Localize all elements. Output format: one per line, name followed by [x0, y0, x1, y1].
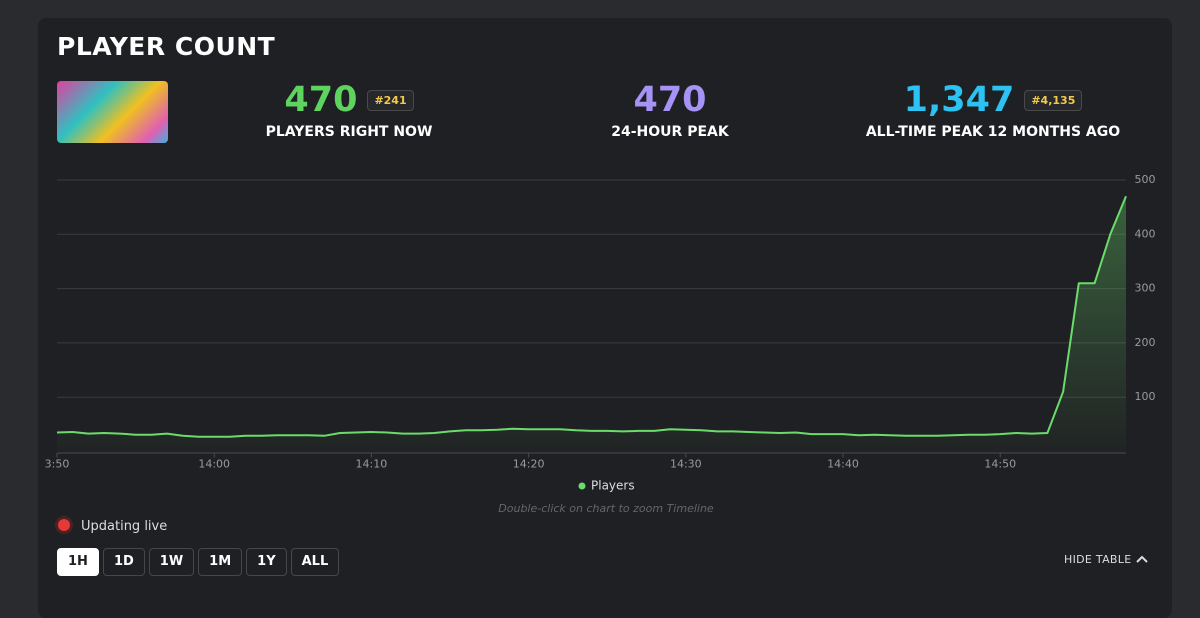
- range-button[interactable]: 1D: [102, 548, 145, 576]
- range-button[interactable]: 1M: [198, 548, 243, 576]
- live-indicator: [58, 519, 70, 531]
- x-tick-label: 14:20: [513, 458, 545, 471]
- range-button[interactable]: ALL: [290, 548, 340, 576]
- x-tick-label: 14:10: [356, 458, 388, 471]
- x-tick-label: 14:50: [984, 458, 1016, 471]
- y-tick-label: 100: [1135, 390, 1156, 403]
- status-text: Updating live: [81, 519, 168, 534]
- stat: 470 #241 PLAYERS RIGHT NOW: [169, 80, 529, 140]
- stat-rank: #4,135: [1024, 89, 1083, 111]
- stat-rank: #241: [367, 89, 414, 111]
- stat-value: 1,347: [903, 80, 1015, 120]
- y-tick-label: 300: [1135, 282, 1156, 295]
- stat-label: 24-HOUR PEAK: [611, 124, 729, 140]
- legend-swatch: [578, 482, 586, 490]
- stat-value: 470: [633, 80, 707, 120]
- y-tick-label: 200: [1135, 336, 1156, 349]
- stat: 470 24-HOUR PEAK: [490, 80, 850, 140]
- x-tick-label: 14:30: [670, 458, 702, 471]
- card: [38, 18, 1172, 618]
- stat-label: ALL-TIME PEAK 12 MONTHS AGO: [865, 124, 1121, 140]
- range-buttons: 1H 1D 1W 1M 1Y ALL: [57, 548, 340, 576]
- chart[interactable]: Double-click on chart to zoom Timeline 1…: [0, 0, 1200, 580]
- x-tick-label: 3:50: [45, 458, 70, 471]
- range-button[interactable]: 1W: [148, 548, 195, 576]
- line: [56, 195, 1127, 438]
- range-button[interactable]: 1H: [57, 548, 99, 576]
- legend-label: Players: [591, 479, 635, 493]
- chart-hint: Double-click on chart to zoom Timeline: [498, 502, 714, 515]
- x-tick-label: 14:40: [827, 458, 859, 471]
- stat-value: 470: [284, 80, 358, 120]
- title: PLAYER COUNT: [57, 32, 276, 61]
- x-tick-label: 14:00: [198, 458, 230, 471]
- stat-label: PLAYERS RIGHT NOW: [265, 124, 433, 140]
- toggle-label[interactable]: HIDE TABLE: [1064, 553, 1132, 566]
- chevron-icon[interactable]: [1135, 554, 1149, 564]
- game-thumbnail: [57, 81, 168, 143]
- y-tick-label: 500: [1135, 173, 1156, 186]
- y-tick-label: 400: [1135, 227, 1156, 240]
- range-button[interactable]: 1Y: [246, 548, 287, 576]
- table-toggle[interactable]: HIDE TABLE: [1064, 553, 1149, 566]
- stat: 1,347 #4,135 ALL-TIME PEAK 12 MONTHS AGO: [813, 80, 1173, 140]
